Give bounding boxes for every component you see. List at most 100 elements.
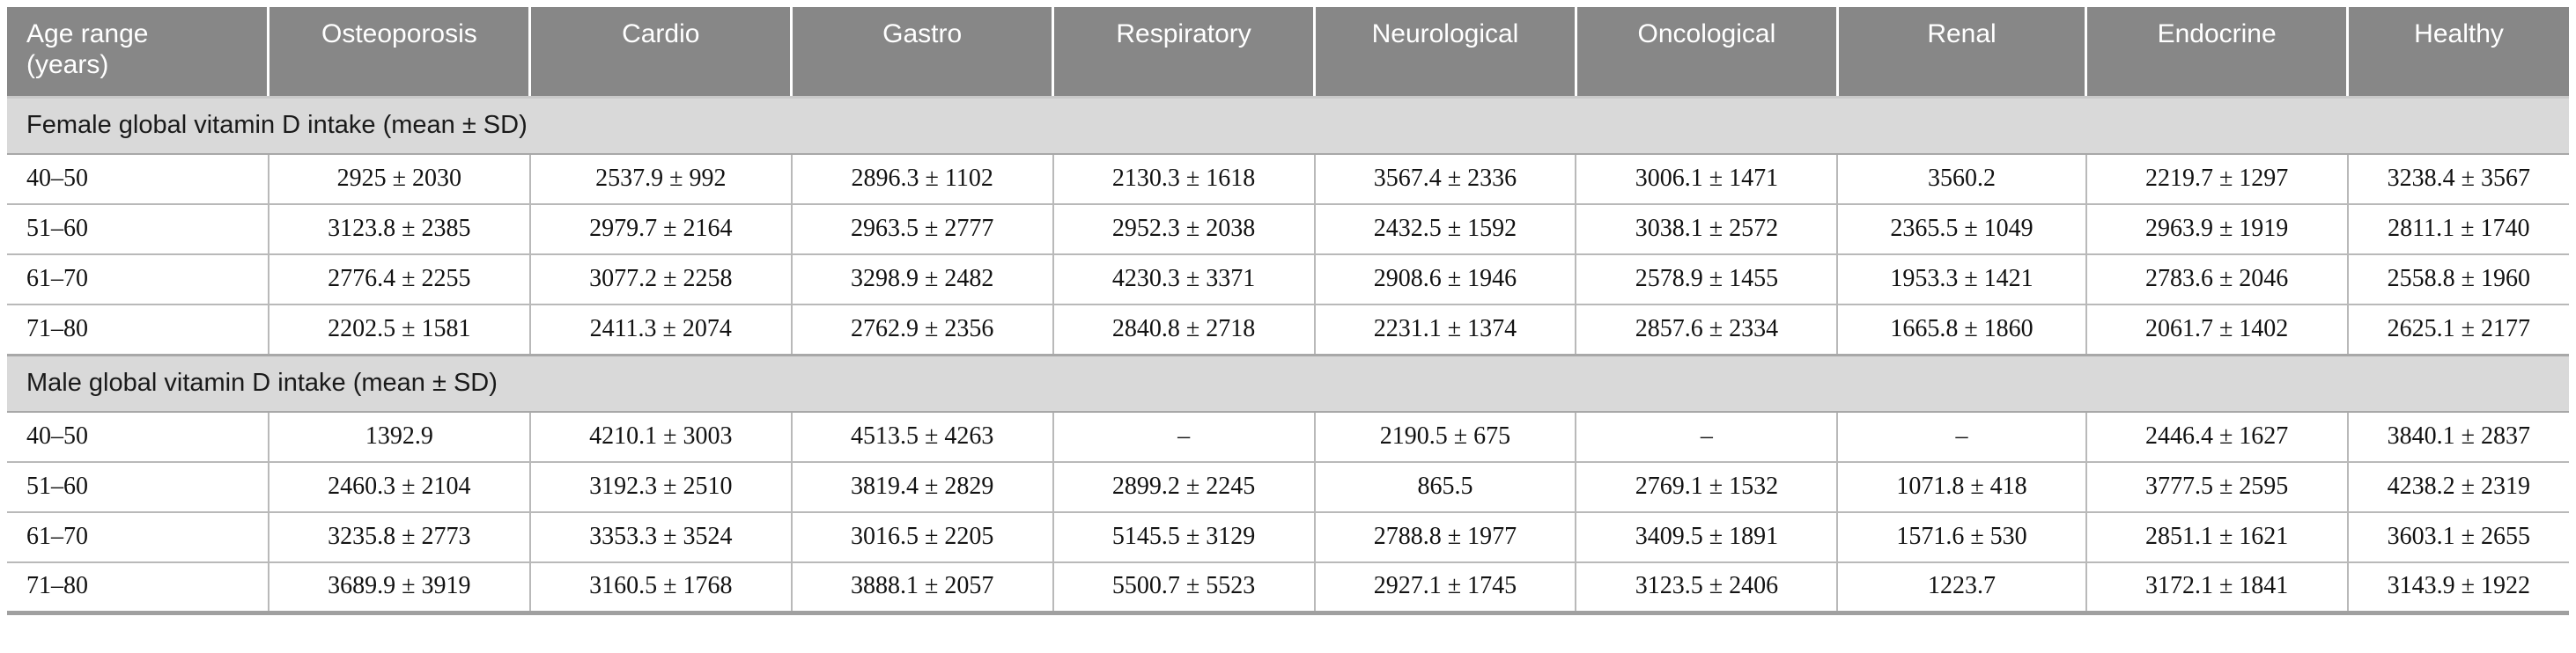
table-header: Age range (years) Osteoporosis Cardio Gas…: [7, 7, 2569, 99]
cell-neurological: 2190.5 ± 675: [1314, 412, 1577, 464]
column-header-age-range-line2: (years): [26, 50, 109, 80]
cell-osteoporosis: 3123.8 ± 2385: [268, 204, 531, 256]
cell-respiratory: 4230.3 ± 3371: [1052, 254, 1316, 306]
cell-neurological: 3567.4 ± 2336: [1314, 154, 1577, 206]
column-header-neurological: Neurological: [1314, 7, 1577, 99]
cell-age-range: 51–60: [7, 462, 269, 514]
cell-renal: 2365.5 ± 1049: [1837, 204, 2087, 256]
cell-respiratory: 2840.8 ± 2718: [1052, 304, 1316, 356]
cell-neurological: 2788.8 ± 1977: [1314, 512, 1577, 564]
cell-gastro: 3819.4 ± 2829: [791, 462, 1054, 514]
cell-cardio: 4210.1 ± 3003: [529, 412, 793, 464]
column-header-healthy: Healthy: [2347, 7, 2569, 99]
cell-age-range: 61–70: [7, 512, 269, 564]
cell-gastro: 3888.1 ± 2057: [791, 562, 1054, 615]
cell-healthy: 3143.9 ± 1922: [2347, 562, 2569, 615]
cell-healthy: 3840.1 ± 2837: [2347, 412, 2569, 464]
cell-gastro: 3298.9 ± 2482: [791, 254, 1054, 306]
column-header-respiratory: Respiratory: [1052, 7, 1317, 99]
cell-oncological: 3409.5 ± 1891: [1576, 512, 1839, 564]
column-header-age-range-line1: Age range: [26, 19, 149, 48]
table-row: 51–60 3123.8 ± 2385 2979.7 ± 2164 2963.5…: [7, 204, 2569, 256]
cell-age-range: 40–50: [7, 154, 269, 206]
cell-endocrine: 2963.9 ± 1919: [2085, 204, 2349, 256]
column-header-oncological: Oncological: [1576, 7, 1839, 99]
table-row: 40–50 1392.9 4210.1 ± 3003 4513.5 ± 4263…: [7, 412, 2569, 464]
cell-renal: 1665.8 ± 1860: [1837, 304, 2087, 356]
table-row: 71–80 3689.9 ± 3919 3160.5 ± 1768 3888.1…: [7, 562, 2569, 615]
cell-gastro: 3016.5 ± 2205: [791, 512, 1054, 564]
cell-cardio: 3077.2 ± 2258: [529, 254, 793, 306]
cell-gastro: 2762.9 ± 2356: [791, 304, 1054, 356]
cell-healthy: 4238.2 ± 2319: [2347, 462, 2569, 514]
cell-healthy: 2558.8 ± 1960: [2347, 254, 2569, 306]
cell-osteoporosis: 3689.9 ± 3919: [268, 562, 531, 615]
cell-renal: 3560.2: [1837, 154, 2087, 206]
cell-neurological: 865.5: [1314, 462, 1577, 514]
cell-healthy: 3603.1 ± 2655: [2347, 512, 2569, 564]
section-header-female-label: Female global vitamin D intake (mean ± S…: [7, 96, 2569, 156]
cell-osteoporosis: 3235.8 ± 2773: [268, 512, 531, 564]
cell-renal: 1953.3 ± 1421: [1837, 254, 2087, 306]
cell-osteoporosis: 2925 ± 2030: [268, 154, 531, 206]
cell-osteoporosis: 1392.9: [268, 412, 531, 464]
cell-renal: 1571.6 ± 530: [1837, 512, 2087, 564]
cell-renal: –: [1837, 412, 2087, 464]
cell-endocrine: 2851.1 ± 1621: [2085, 512, 2349, 564]
cell-cardio: 3353.3 ± 3524: [529, 512, 793, 564]
cell-healthy: 2625.1 ± 2177: [2347, 304, 2569, 356]
cell-oncological: –: [1576, 412, 1839, 464]
cell-endocrine: 2446.4 ± 1627: [2085, 412, 2349, 464]
cell-age-range: 71–80: [7, 562, 269, 615]
cell-oncological: 2769.1 ± 1532: [1576, 462, 1839, 514]
table-row: 40–50 2925 ± 2030 2537.9 ± 992 2896.3 ± …: [7, 154, 2569, 206]
cell-neurological: 2908.6 ± 1946: [1314, 254, 1577, 306]
cell-oncological: 2578.9 ± 1455: [1576, 254, 1839, 306]
cell-cardio: 2979.7 ± 2164: [529, 204, 793, 256]
cell-endocrine: 3172.1 ± 1841: [2085, 562, 2349, 615]
vitamin-d-intake-table: Age range (years) Osteoporosis Cardio Gas…: [7, 7, 2569, 615]
table-row: 61–70 3235.8 ± 2773 3353.3 ± 3524 3016.5…: [7, 512, 2569, 564]
cell-neurological: 2231.1 ± 1374: [1314, 304, 1577, 356]
cell-age-range: 61–70: [7, 254, 269, 306]
cell-respiratory: 2899.2 ± 2245: [1052, 462, 1316, 514]
column-header-gastro: Gastro: [791, 7, 1055, 99]
cell-respiratory: –: [1052, 412, 1316, 464]
cell-renal: 1071.8 ± 418: [1837, 462, 2087, 514]
table-row: 71–80 2202.5 ± 1581 2411.3 ± 2074 2762.9…: [7, 304, 2569, 356]
cell-gastro: 4513.5 ± 4263: [791, 412, 1054, 464]
cell-oncological: 3123.5 ± 2406: [1576, 562, 1839, 615]
header-row: Age range (years) Osteoporosis Cardio Gas…: [7, 7, 2569, 99]
table-row: 51–60 2460.3 ± 2104 3192.3 ± 2510 3819.4…: [7, 462, 2569, 514]
cell-healthy: 2811.1 ± 1740: [2347, 204, 2569, 256]
cell-endocrine: 2219.7 ± 1297: [2085, 154, 2349, 206]
cell-gastro: 2963.5 ± 2777: [791, 204, 1054, 256]
cell-cardio: 2537.9 ± 992: [529, 154, 793, 206]
cell-oncological: 3038.1 ± 2572: [1576, 204, 1839, 256]
cell-endocrine: 2783.6 ± 2046: [2085, 254, 2349, 306]
table-row: 61–70 2776.4 ± 2255 3077.2 ± 2258 3298.9…: [7, 254, 2569, 306]
column-header-cardio: Cardio: [529, 7, 793, 99]
section-header-female: Female global vitamin D intake (mean ± S…: [7, 96, 2569, 156]
cell-cardio: 3192.3 ± 2510: [529, 462, 793, 514]
column-header-renal: Renal: [1837, 7, 2088, 99]
cell-oncological: 2857.6 ± 2334: [1576, 304, 1839, 356]
column-header-age-range: Age range (years): [7, 7, 270, 99]
cell-respiratory: 5145.5 ± 3129: [1052, 512, 1316, 564]
column-header-osteoporosis: Osteoporosis: [268, 7, 532, 99]
cell-respiratory: 2952.3 ± 2038: [1052, 204, 1316, 256]
cell-neurological: 2432.5 ± 1592: [1314, 204, 1577, 256]
cell-oncological: 3006.1 ± 1471: [1576, 154, 1839, 206]
cell-gastro: 2896.3 ± 1102: [791, 154, 1054, 206]
cell-endocrine: 2061.7 ± 1402: [2085, 304, 2349, 356]
column-header-endocrine: Endocrine: [2085, 7, 2350, 99]
cell-endocrine: 3777.5 ± 2595: [2085, 462, 2349, 514]
section-header-male-label: Male global vitamin D intake (mean ± SD): [7, 354, 2569, 414]
cell-cardio: 3160.5 ± 1768: [529, 562, 793, 615]
cell-osteoporosis: 2202.5 ± 1581: [268, 304, 531, 356]
cell-cardio: 2411.3 ± 2074: [529, 304, 793, 356]
cell-age-range: 71–80: [7, 304, 269, 356]
cell-age-range: 51–60: [7, 204, 269, 256]
section-header-male: Male global vitamin D intake (mean ± SD): [7, 354, 2569, 414]
